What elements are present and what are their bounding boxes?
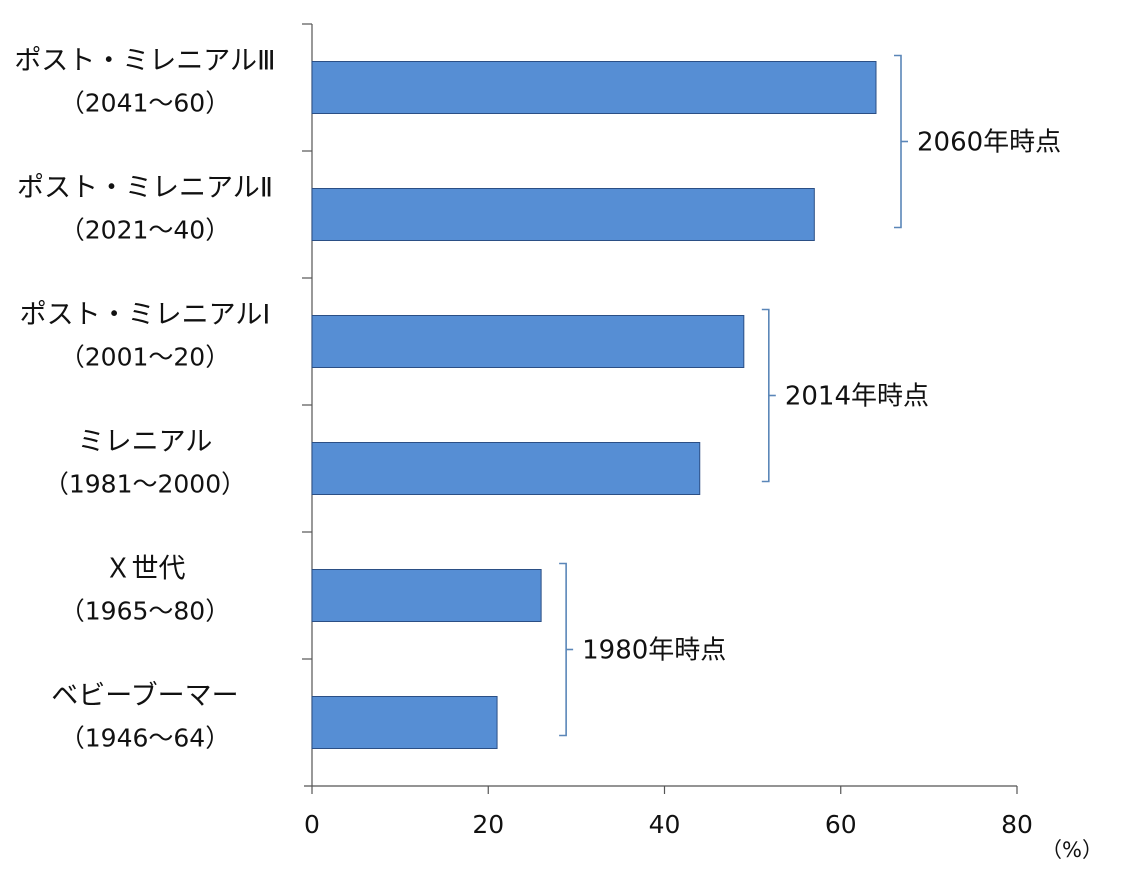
category-label: ミレニアル [78, 427, 213, 458]
category-years-label: （2041～60） [60, 89, 230, 118]
bar [311, 696, 498, 749]
category-years-label: （2001～20） [60, 343, 230, 372]
x-axis-unit-label: （%） [1041, 838, 1103, 862]
group-label: 2014年時点 [785, 382, 929, 412]
x-tick-label: 20 [472, 810, 504, 839]
category-label: ポスト・ミレニアルⅠ [20, 300, 271, 331]
category-years-label: （2021～40） [60, 216, 230, 245]
group-label: 1980年時点 [582, 636, 726, 666]
group-bracket [559, 562, 567, 737]
bar [311, 442, 701, 495]
category-years-label: （1981～2000） [44, 470, 246, 499]
category-label: ポスト・ミレニアルⅢ [14, 46, 275, 77]
category-label: ポスト・ミレニアルⅡ [17, 173, 273, 204]
bar [311, 61, 877, 114]
x-tick-label: 60 [825, 810, 857, 839]
category-label: ベビーブーマー [51, 681, 238, 712]
bar [311, 569, 542, 622]
group-bracket [761, 308, 770, 483]
category-label: Ｘ世代 [105, 554, 186, 585]
bar [311, 315, 745, 368]
category-years-label: （1946～64） [60, 724, 230, 753]
x-tick-label: 40 [649, 810, 681, 839]
group-label: 2060年時点 [917, 128, 1061, 158]
category-years-label: （1965～80） [60, 597, 230, 626]
x-tick-label: 80 [1001, 810, 1033, 839]
bar [311, 188, 815, 241]
group-bracket [894, 54, 902, 229]
x-tick-label: 0 [304, 810, 320, 839]
